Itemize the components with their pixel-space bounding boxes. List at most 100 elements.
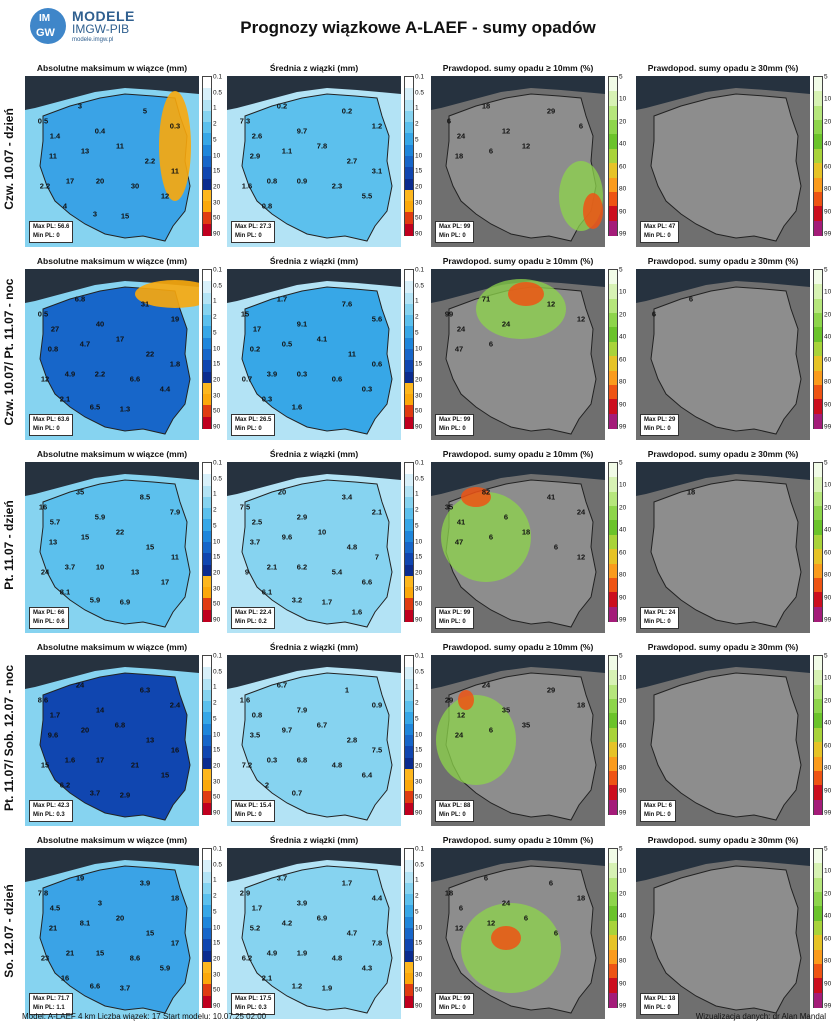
colorbar-tick: 90 [213, 1002, 221, 1010]
colorbar [608, 76, 618, 236]
colorbar-tick: 20 [415, 376, 423, 384]
row-label: Pt. 11.07 - dzień [0, 448, 20, 642]
max-pl: Max PL: 66 [33, 610, 65, 616]
colorbar-tick: 50 [415, 793, 423, 801]
colorbar-segment [609, 148, 617, 164]
colorbar-segment [203, 270, 211, 282]
colorbar-tick: 30 [415, 199, 423, 207]
colorbar-tick: 90 [824, 980, 832, 988]
colorbar-tick: 30 [415, 585, 423, 593]
map-value-label: 0.3 [261, 394, 273, 404]
colorbar-segment [203, 394, 211, 407]
map-value-label: 6 [488, 532, 494, 542]
map-value-label: 20 [80, 725, 90, 735]
colorbar-segment [609, 477, 617, 493]
map-value-label: 1.6 [239, 695, 251, 705]
colorbar-segment [814, 785, 822, 801]
colorbar-tick: 30 [213, 778, 221, 786]
colorbar-tick: 60 [824, 935, 832, 943]
colorbar-tick: 0.5 [415, 475, 425, 483]
colorbar-tick: 10 [213, 924, 221, 931]
panel-title: Prawdopod. sumy opadu ≥ 30mm (%) [647, 63, 799, 73]
map-value-label: 4 [62, 201, 68, 211]
colorbar-tick: 20 [213, 955, 221, 963]
map-value-label: 7.2 [241, 760, 253, 770]
map-value-label: 0.8 [251, 710, 263, 720]
map-value-label: 12 [521, 141, 531, 151]
map-value-label: 1.7 [251, 903, 263, 913]
colorbar-segment [405, 746, 413, 759]
map-value-label: 4.5 [49, 903, 61, 913]
map-value-label: 17 [170, 938, 180, 948]
map-value-label: 15 [145, 542, 155, 552]
colorbar-tick: 10 [619, 481, 627, 489]
map-panel-mean[interactable]: Średnia z wiązki (mm) 6.7 1.6 0.8 7.9 1 0.9 3.5… [224, 641, 426, 835]
colorbar-tick: 1 [415, 104, 419, 112]
colorbar-segment [609, 963, 617, 979]
map-value-label: 29 [546, 685, 556, 695]
map-value-label: 22 [115, 527, 125, 537]
map-value-label: 6 [488, 146, 494, 156]
map-value-label: 2.1 [266, 562, 278, 572]
colorbar-segment [609, 77, 617, 92]
colorbar-tick: 30 [213, 585, 221, 593]
map-panel-mean[interactable]: Średnia z wiązki (mm) 0.2 7.3 2.6 9.7 0.2 1.2 2… [224, 62, 426, 256]
panel-title: Absolutne maksimum w wiązce (mm) [36, 449, 188, 459]
stats-box: Max PL: 18 Min PL: 0 [640, 993, 680, 1015]
map-panel-p30[interactable]: Prawdopod. sumy opadu ≥ 30mm (%) 6 6 Max PL… [633, 255, 835, 449]
min-pl: Min PL: 1.1 [33, 1005, 65, 1011]
colorbar-segment [405, 723, 413, 736]
row-label-text: Czw. 10.07 - dzień [2, 108, 16, 210]
map-panel-abs[interactable]: Absolutne maksimum w wiązce (mm) 3 0.5 1.4 0… [22, 62, 224, 256]
colorbar-segment [203, 689, 211, 702]
map-panel-mean[interactable]: Średnia z wiązki (mm) 3.7 2.9 1.7 3.9 1.7 4.4 5… [224, 834, 426, 1028]
map-panel-p30[interactable]: Prawdopod. sumy opadu ≥ 30mm (%) Max PL: … [633, 62, 835, 256]
colorbar-segment [203, 780, 211, 793]
panel-title: Prawdopod. sumy opadu ≥ 30mm (%) [647, 835, 799, 845]
colorbar-segment [609, 370, 617, 386]
map-value-label: 6.8 [114, 720, 126, 730]
map-value-label: 6 [651, 309, 657, 319]
map-panel-p30[interactable]: Prawdopod. sumy opadu ≥ 30mm (%) 18 Max PL… [633, 448, 835, 642]
colorbar-segment [814, 978, 822, 994]
row-label: Pt. 11.07/ Sob. 12.07 - noc [0, 641, 20, 835]
map-value-label: 15 [40, 760, 50, 770]
colorbar-segment [609, 713, 617, 729]
map-panel-p10[interactable]: Prawdopod. sumy opadu ≥ 10mm (%) 82 35 41 6 4… [428, 448, 630, 642]
colorbar-segment [609, 356, 617, 372]
map-panel-p10[interactable]: Prawdopod. sumy opadu ≥ 10mm (%) 18 6 24 12 2… [428, 62, 630, 256]
row-label-text: So. 12.07 - dzień [2, 884, 16, 978]
colorbar-tick: 60 [619, 742, 627, 750]
colorbar-segment [405, 178, 413, 191]
colorbar-tick: 30 [415, 971, 423, 979]
colorbar-segment [203, 133, 211, 146]
colorbar-tick: 90 [213, 616, 221, 624]
map-panel-abs[interactable]: Absolutne maksimum w wiązce (mm) 35 16 5.7 5… [22, 448, 224, 642]
colorbar-segment [203, 905, 211, 918]
colorbar-tick: 15 [213, 553, 221, 561]
colorbar-segment [814, 935, 822, 951]
map-panel-mean[interactable]: Średnia z wiązki (mm) 20 7.5 2.5 2.9 3.4 2.1 3.… [224, 448, 426, 642]
colorbar-segment [405, 587, 413, 600]
colorbar-segment [609, 163, 617, 179]
colorbar-tick: 1 [415, 876, 419, 884]
map-panel-mean[interactable]: Średnia z wiązki (mm) 1.7 15 17 9.1 7.6 5.6 0.2… [224, 255, 426, 449]
colorbar-segment [405, 315, 413, 328]
map-panel-p10[interactable]: Prawdopod. sumy opadu ≥ 10mm (%) 24 29 12 35… [428, 641, 630, 835]
stats-box: Max PL: 42.3 Min PL: 0.3 [29, 800, 74, 822]
colorbar-segment [203, 678, 211, 691]
colorbar-segment [405, 326, 413, 339]
map-value-label: 0.7 [291, 788, 303, 798]
map-panel-abs[interactable]: Absolutne maksimum w wiązce (mm) 24 8.6 1.7… [22, 641, 224, 835]
map-panel-p10[interactable]: Prawdopod. sumy opadu ≥ 10mm (%) 71 99 24 24… [428, 255, 630, 449]
map-panel-p10[interactable]: Prawdopod. sumy opadu ≥ 10mm (%) 6 18 6 24 6 1… [428, 834, 630, 1028]
map-image: 18 6 24 12 29 6 18 6 12 Max PL: 99 Min PL: 0 [431, 76, 605, 247]
map-panel-abs[interactable]: Absolutne maksimum w wiązce (mm) 6.8 0.5 27… [22, 255, 224, 449]
map-value-label: 0.5 [37, 309, 49, 319]
map-panel-abs[interactable]: Absolutne maksimum w wiązce (mm) 19 7.8 4.5… [22, 834, 224, 1028]
map-panel-p30[interactable]: Prawdopod. sumy opadu ≥ 30mm (%) Max PL: … [633, 641, 835, 835]
colorbar-segment [405, 281, 413, 294]
colorbar-segment [609, 699, 617, 715]
map-panel-p30[interactable]: Prawdopod. sumy opadu ≥ 30mm (%) Max PL: … [633, 834, 835, 1028]
colorbar-segment [203, 802, 211, 815]
